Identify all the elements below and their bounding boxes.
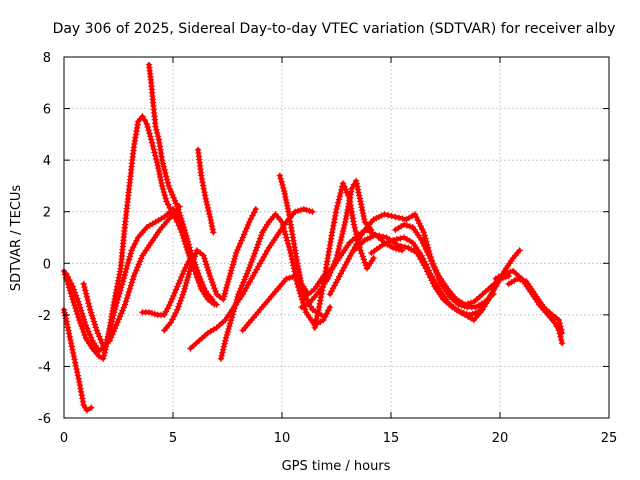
series-track-20 [505,275,566,337]
y-tick-label: -2 [38,309,51,324]
series-markers [239,272,325,334]
series-markers [311,180,377,331]
series-track-4 [62,205,216,355]
series-track-18 [392,221,512,308]
series-track-1 [60,306,95,414]
y-axis-label: SDTVAR / TECUs [9,185,24,292]
series-markers [161,205,260,334]
y-tick-label: 4 [43,154,51,169]
series-track-17 [368,234,504,324]
y-tick-label: 8 [43,51,51,66]
series-line [312,181,376,330]
x-tick-label: 20 [492,431,509,446]
series-markers [139,254,194,319]
y-tick-label: -4 [38,360,51,375]
axes: 0 5 10 15 20 25 -6 -4 -2 0 2 4 6 8 [38,51,617,446]
series-markers [505,275,566,337]
grid [64,57,609,418]
y-tick-label: 2 [43,206,51,221]
y-tick-label: -6 [38,412,51,427]
series-track-13 [311,180,377,331]
series-markers [298,177,375,311]
series-markers [194,146,217,236]
plot-frame [63,56,610,419]
series-track-8 [161,205,260,334]
series-track-7 [139,254,194,319]
x-tick-label: 0 [60,431,68,446]
series-track-5 [80,203,183,349]
series-track-10 [217,211,334,362]
x-tick-label: 10 [274,431,291,446]
series-track-6 [194,146,217,236]
chart-title: Day 306 of 2025, Sidereal Day-to-day VTE… [53,21,616,37]
x-tick-label: 25 [601,431,618,446]
y-tick-label: 0 [43,257,51,272]
series-markers [392,221,512,308]
data-series [60,61,566,414]
x-axis-label: GPS time / hours [282,459,391,474]
x-tick-label: 15 [383,431,400,446]
series-markers [62,205,216,355]
x-tick-label: 5 [169,431,177,446]
series-markers [368,234,504,324]
series-track-14 [298,177,375,311]
y-tick-label: 6 [43,103,51,118]
series-markers [80,203,183,349]
